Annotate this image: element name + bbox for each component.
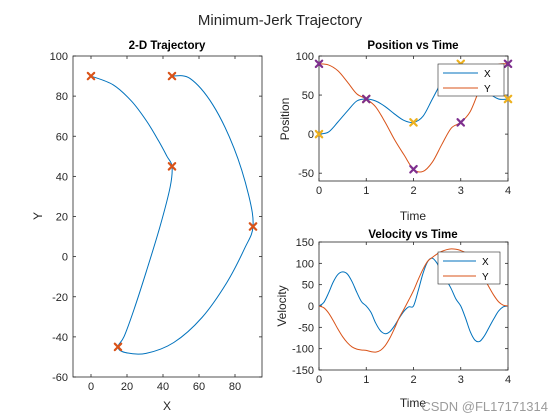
vel-ytick-label: 0 <box>308 301 314 313</box>
traj-xtick-label: 20 <box>121 381 133 393</box>
velocity-legend: X Y <box>437 251 501 285</box>
watermark: CSDN @FL17171314 <box>421 399 548 414</box>
traj-ytick-label: -60 <box>52 372 68 384</box>
velocity-legend-x: X <box>482 257 489 268</box>
position-legend-x: X <box>484 69 491 80</box>
pos-ytick-label: 0 <box>308 129 314 141</box>
pos-marker <box>456 118 466 127</box>
vel-xtick-label: 4 <box>505 374 511 386</box>
trajectory-ticks: 0 20 40 60 80 -60 -40 -20 0 20 40 60 80 100 <box>50 51 262 393</box>
pos-marker <box>361 94 371 104</box>
position-axes: Position vs Time Time Position 0 1 2 3 4-500… <box>278 40 513 223</box>
pos-ytick-label: 100 <box>296 51 314 63</box>
position-legend: X Y <box>437 63 505 97</box>
position-ylabel: Position <box>278 98 292 141</box>
trajectory-ylabel: Y <box>31 212 45 220</box>
vel-ytick-label: -100 <box>292 344 314 356</box>
vel-xtick-label: 2 <box>410 374 416 386</box>
trajectory-plot <box>86 71 258 355</box>
pos-xtick-label: 4 <box>505 185 511 197</box>
velocity-xlabel: Time <box>400 396 427 410</box>
traj-marker <box>113 342 123 352</box>
velocity-ylabel: Velocity <box>275 285 289 326</box>
traj-xtick-label: 80 <box>229 381 241 393</box>
traj-xtick-label: 40 <box>157 381 169 393</box>
traj-ytick-label: 20 <box>56 212 68 224</box>
traj-marker <box>248 222 258 231</box>
pos-marker <box>409 118 418 127</box>
traj-ytick-label: -20 <box>52 292 68 304</box>
vel-series-x-line <box>318 257 509 343</box>
vel-ytick-label: 100 <box>296 258 314 270</box>
vel-ytick-label: -50 <box>298 322 314 334</box>
traj-marker <box>86 71 96 81</box>
traj-ytick-label: 60 <box>56 131 68 143</box>
pos-xtick-label: 0 <box>316 185 322 197</box>
pos-xtick-label: 2 <box>410 185 416 197</box>
pos-ytick-label: 50 <box>302 90 314 102</box>
vel-ytick-label: -150 <box>292 365 314 377</box>
figure-title: Minimum-Jerk Trajectory <box>198 12 363 29</box>
pos-marker <box>503 94 513 104</box>
vel-ytick-label: 50 <box>302 280 314 292</box>
vel-xtick-label: 1 <box>363 374 369 386</box>
velocity-axes: Velocity vs Time Time Velocity 0 1 2 3 4 -150… <box>275 229 511 410</box>
velocity-legend-y: Y <box>482 272 489 283</box>
traj-xtick-label: 60 <box>193 381 205 393</box>
trajectory-axes: 2-D Trajectory X Y 0 20 40 60 80 -60 -40 -20 0 20… <box>31 40 263 413</box>
pos-marker <box>314 129 324 139</box>
position-title: Position vs Time <box>367 40 458 52</box>
velocity-ticks: 0 1 2 3 4 -150 -100 -50 0 50 100 150 <box>292 237 511 386</box>
traj-ytick-label: -40 <box>52 332 68 344</box>
vel-xtick-label: 3 <box>458 374 464 386</box>
traj-ytick-label: 40 <box>56 171 68 183</box>
trajectory-axes-box <box>72 55 263 378</box>
traj-ytick-label: 100 <box>50 51 68 63</box>
pos-marker <box>409 164 418 174</box>
position-legend-y: Y <box>484 84 491 95</box>
traj-ytick-label: 0 <box>62 252 68 264</box>
traj-marker <box>167 71 177 81</box>
traj-xtick-label: 0 <box>88 381 94 393</box>
vel-xtick-label: 0 <box>316 374 322 386</box>
position-xlabel: Time <box>400 209 427 223</box>
pos-marker <box>503 59 513 69</box>
traj-marker <box>167 162 177 171</box>
pos-xtick-label: 3 <box>458 185 464 197</box>
velocity-title: Velocity vs Time <box>368 229 457 241</box>
trajectory-xlabel: X <box>163 399 171 413</box>
pos-ytick-label: -50 <box>298 168 314 180</box>
pos-marker <box>314 59 324 69</box>
vel-ytick-label: 150 <box>296 237 314 249</box>
trajectory-title: 2-D Trajectory <box>129 40 206 52</box>
pos-xtick-label: 1 <box>363 185 369 197</box>
traj-ytick-label: 80 <box>56 91 68 103</box>
